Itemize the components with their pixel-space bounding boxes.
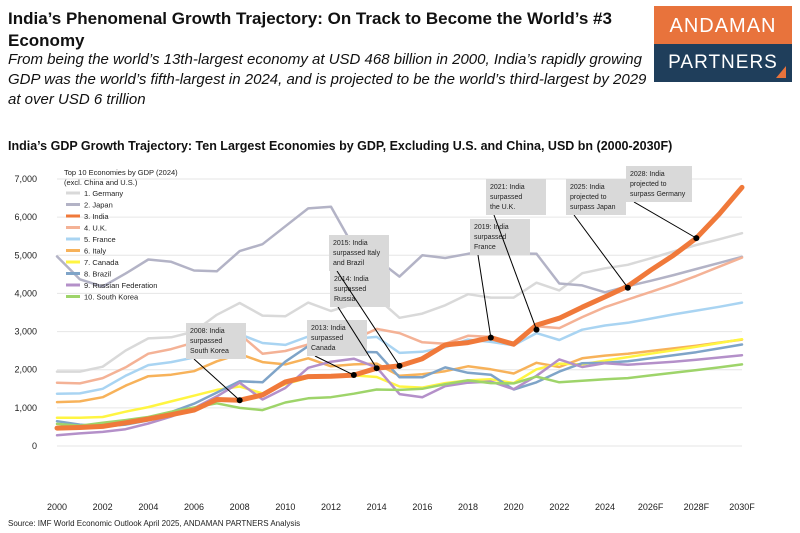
series-line	[55, 231, 744, 373]
legend-entry: 7. Canada	[84, 258, 119, 267]
legend-subtitle: (excl. China and U.S.)	[64, 178, 138, 187]
x-tick-label: 2000	[47, 502, 67, 512]
annotation-text: surpassed	[334, 286, 366, 293]
legend-entry: 9. Russian Federation	[84, 281, 157, 290]
y-tick-label: 5,000	[14, 250, 37, 260]
chart-title: India’s GDP Growth Trajectory: Ten Large…	[8, 139, 673, 153]
annotation-marker	[236, 397, 243, 404]
annotation-leader	[573, 214, 629, 289]
annotation-box	[486, 179, 546, 215]
annotation-text: 2028: India	[630, 171, 665, 178]
annotation-leader	[314, 355, 355, 376]
annotation-text: 2021: India	[490, 184, 525, 191]
series-line	[55, 256, 744, 385]
y-tick-label: 0	[32, 441, 37, 451]
annotation-text: surpass Germany	[630, 191, 686, 198]
page-title: India’s Phenomenal Growth Trajectory: On…	[8, 9, 612, 50]
x-tick-label: 2008	[230, 502, 250, 512]
source-note: Source: IMF World Economic Outlook April…	[8, 519, 301, 528]
annotation-text: South Korea	[190, 348, 229, 355]
annotation-text: projected to	[570, 194, 607, 201]
annotation-box	[329, 235, 389, 271]
page-subtitle: From being the world’s 13th-largest econ…	[8, 51, 647, 108]
y-tick-label: 6,000	[14, 212, 37, 222]
x-tick-label: 2028F	[684, 502, 710, 512]
annotation-text: 2019: India	[474, 224, 509, 231]
logo-line1: ANDAMAN	[654, 6, 792, 44]
annotation-text: 2015: India	[333, 240, 368, 247]
x-tick-label: 2024	[595, 502, 615, 512]
annotation-text: surpassed Italy	[333, 250, 381, 257]
y-tick-label: 1,000	[14, 403, 37, 413]
annotation-text: surpassed	[311, 335, 343, 342]
series-line	[54, 184, 745, 431]
annotation-leader	[336, 270, 400, 367]
x-tick-label: 2010	[275, 502, 295, 512]
x-tick-label: 2022	[549, 502, 569, 512]
y-tick-label: 7,000	[14, 174, 37, 184]
x-tick-label: 2016	[412, 502, 432, 512]
x-tick-label: 2006	[184, 502, 204, 512]
annotation-marker	[533, 326, 540, 333]
legend-entry: 5. France	[84, 235, 116, 244]
legend-title: Top 10 Economies by GDP (2024)	[64, 168, 178, 177]
annotation-text: Russia	[334, 296, 356, 303]
legend-entry: 4. U.K.	[84, 224, 107, 233]
x-tick-label: 2012	[321, 502, 341, 512]
annotation-text: surpassed	[474, 234, 506, 241]
annotation-text: projected to	[630, 181, 667, 188]
annotation-text: surpassed	[190, 338, 222, 345]
x-tick-label: 2002	[93, 502, 113, 512]
logo-line2-text: PARTNERS	[668, 52, 778, 73]
series-line	[55, 337, 744, 420]
annotation-marker	[693, 235, 700, 242]
x-tick-label: 2030F	[729, 502, 755, 512]
annotation-text: 2014: India	[334, 276, 369, 283]
y-tick-label: 3,000	[14, 327, 37, 337]
annotation-leader	[193, 358, 241, 401]
annotation-text: surpassed	[490, 194, 522, 201]
annotation-text: and Brazil	[333, 260, 365, 267]
annotation-box	[470, 219, 530, 255]
series-line	[55, 301, 744, 395]
annotation-box	[186, 323, 246, 359]
annotation-marker	[350, 372, 357, 379]
annotation-leader	[477, 254, 492, 338]
annotation-text: 2025: India	[570, 184, 605, 191]
annotation-text: 2013: India	[311, 325, 346, 332]
y-tick-label: 4,000	[14, 288, 37, 298]
y-tick-label: 2,000	[14, 365, 37, 375]
annotation-marker	[396, 362, 403, 369]
annotation-text: Canada	[311, 345, 336, 352]
x-tick-label: 2020	[504, 502, 524, 512]
annotation-text: 2008: India	[190, 328, 225, 335]
annotation-marker	[487, 334, 494, 341]
annotation-leader	[493, 214, 537, 330]
annotation-leader	[633, 201, 697, 239]
x-tick-label: 2026F	[638, 502, 664, 512]
series-line	[55, 363, 744, 428]
annotation-box	[566, 179, 626, 215]
legend-entry: 2. Japan	[84, 201, 113, 210]
logo-triangle-icon	[776, 66, 786, 78]
logo-line2: PARTNERS	[654, 44, 792, 82]
annotation-marker	[624, 284, 631, 291]
legend-entry: 3. India	[84, 212, 109, 221]
legend-entry: 6. Italy	[84, 247, 106, 256]
annotation-text: France	[474, 244, 496, 251]
legend-entry: 8. Brazil	[84, 270, 111, 279]
brand-logo: ANDAMAN PARTNERS	[654, 6, 792, 82]
x-tick-label: 2014	[367, 502, 387, 512]
annotation-box	[330, 271, 390, 307]
legend-entry: 1. Germany	[84, 189, 123, 198]
annotation-marker	[373, 365, 380, 372]
x-tick-label: 2018	[458, 502, 478, 512]
x-tick-label: 2004	[138, 502, 158, 512]
annotation-leader	[337, 306, 378, 369]
gdp-line-chart: 0 1,000 2,000 3,000 4,000 5,000 6,000 7,000 2000…	[14, 166, 755, 512]
annotation-text: surpass Japan	[570, 204, 616, 211]
annotation-box	[626, 166, 692, 202]
legend-entry: 10. South Korea	[84, 293, 139, 302]
annotation-text: the U.K.	[490, 204, 515, 211]
